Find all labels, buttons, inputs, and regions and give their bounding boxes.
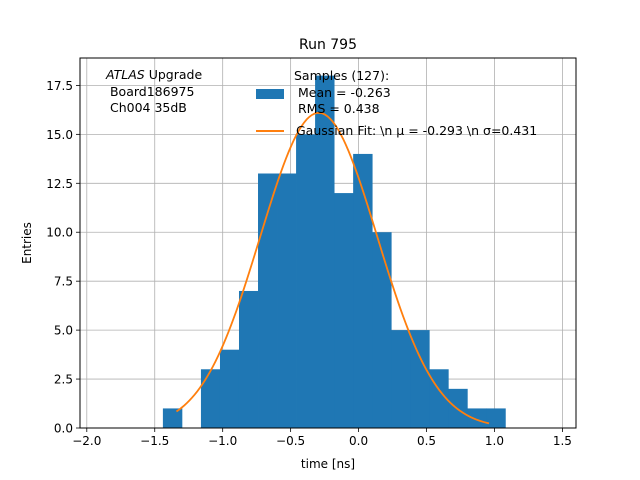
y-tick-label: 5.0 [54,324,73,338]
atlas-italic: ATLAS [105,67,145,82]
chart-title: Run 795 [299,37,357,53]
atlas-board: Board186975 [106,84,194,99]
legend-fit-label: Gaussian Fit: \n μ = -0.293 \n σ=0.431 [296,123,537,138]
atlas-channel: Ch004 35dB [106,100,187,115]
histogram-bar [391,330,411,428]
histogram-bar [467,408,487,428]
y-tick-label: 10.0 [46,226,73,240]
x-tick-label: 0.5 [417,434,436,448]
histogram-bar [238,290,259,428]
y-tick-label: 15.0 [46,128,73,142]
atlas-label-line1: ATLAS Upgrade [105,67,202,82]
atlas-upgrade: Upgrade [145,67,203,82]
histogram-bar [162,408,183,428]
y-tick-label: 7.5 [54,275,73,289]
y-tick-label: 2.5 [54,373,73,387]
x-tick-label: 0.0 [349,434,368,448]
axes-frame [79,57,577,429]
x-tick-label: −0.5 [276,434,305,448]
y-axis-label: Entries [20,222,34,264]
histogram-bar [219,349,240,428]
gaussian-fit-curve [175,111,490,425]
histogram-bar [296,134,316,428]
x-tick-label: 1.5 [553,434,572,448]
histogram-bar [334,193,354,428]
x-tick-label: −1.0 [208,434,237,448]
legend-samples-line3: RMS = 0.438 [294,101,380,116]
histogram-bar [410,330,430,428]
fit-layer [175,111,490,425]
x-tick-label: −2.0 [72,434,101,448]
legend: Samples (127): Mean = -0.263 RMS = 0.438… [256,68,537,138]
legend-samples-line2: Mean = -0.263 [294,85,391,100]
legend-samples-swatch [256,89,284,99]
y-tick-label: 17.5 [46,79,73,93]
legend-samples-line1: Samples (127): [294,68,389,83]
histogram-bar [486,408,506,428]
axis-ticks: −2.0 −1.5 −1.0 −0.5 0.0 0.5 1.0 1.5 0.0 2.5 5.0 7.5… [46,79,572,448]
x-tick-label: −1.5 [140,434,169,448]
histogram-bar [200,369,221,428]
y-tick-label: 0.0 [54,422,73,436]
y-tick-label: 12.5 [46,177,73,191]
x-tick-label: 1.0 [485,434,504,448]
histogram-bars [162,75,506,429]
histogram-bar [353,153,373,429]
histogram-bar [372,232,392,428]
x-axis-label: time [ns] [301,457,355,471]
histogram-bar [258,173,278,428]
histogram-bar [315,75,335,428]
atlas-annotation: ATLAS Upgrade Board186975 Ch004 35dB [105,67,202,115]
histogram-bar [277,173,297,428]
